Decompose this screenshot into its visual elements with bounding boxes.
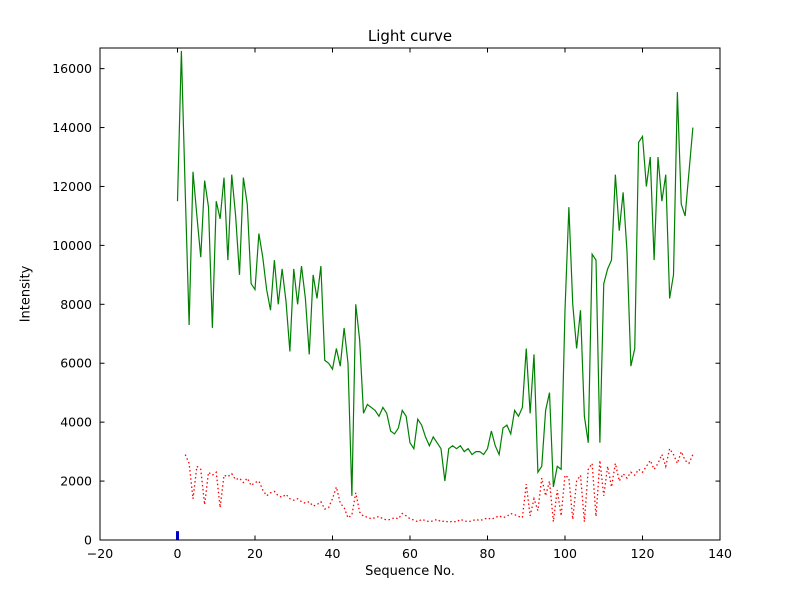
chart-title: Light curve xyxy=(367,27,453,45)
axes-frame xyxy=(99,47,721,541)
x-tick-label: 60 xyxy=(402,546,418,561)
x-tick-label: 100 xyxy=(553,546,577,561)
noise-floor-line xyxy=(184,447,694,524)
y-tick-label: 8000 xyxy=(60,297,92,312)
y-tick-label: 10000 xyxy=(52,238,92,253)
y-tick-label: 4000 xyxy=(60,415,92,430)
x-tick-label: 140 xyxy=(708,546,732,561)
y-tick-label: 14000 xyxy=(52,120,92,135)
y-tick-label: 2000 xyxy=(60,474,92,489)
x-tick-label: −20 xyxy=(87,546,113,561)
intensity-line xyxy=(176,50,694,496)
y-tick-label: 12000 xyxy=(52,179,92,194)
x-tick-label: 80 xyxy=(480,546,496,561)
x-tick-label: 40 xyxy=(325,546,341,561)
x-tick-label: 120 xyxy=(631,546,655,561)
y-tick-label: 6000 xyxy=(60,356,92,371)
x-tick-label: 0 xyxy=(174,546,182,561)
x-axis-label: Sequence No. xyxy=(365,564,455,579)
y-tick-label: 16000 xyxy=(52,61,92,76)
x-tick-label: 20 xyxy=(247,546,263,561)
y-tick-label: 0 xyxy=(84,533,92,548)
